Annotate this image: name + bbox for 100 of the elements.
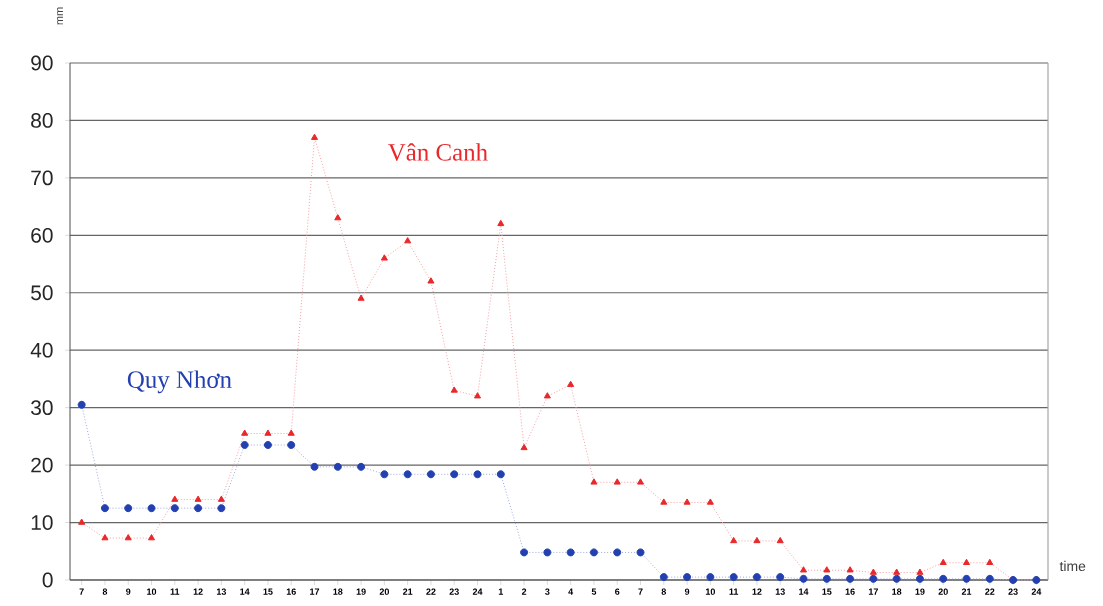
point: [776, 536, 784, 544]
point: [846, 574, 855, 583]
point: [986, 558, 994, 565]
x-tick-label: 3: [545, 588, 550, 595]
point: [380, 470, 389, 479]
point: [194, 504, 203, 513]
x-tick-label: 7: [79, 588, 84, 595]
point: [404, 237, 412, 244]
x-tick-label: 20: [938, 588, 948, 595]
y-axis-title: mm: [57, 7, 63, 25]
point: [706, 573, 715, 582]
x-tick-label: 21: [961, 588, 972, 595]
point: [450, 470, 459, 479]
point: [939, 558, 947, 565]
x-tick-label: 15: [263, 588, 273, 595]
point: [100, 504, 109, 513]
x-tick-label: 10: [147, 588, 157, 595]
point: [985, 574, 994, 583]
point: [543, 548, 552, 557]
point: [915, 574, 924, 583]
point: [334, 214, 342, 221]
x-tick-label: 14: [799, 588, 809, 595]
x-tick-label: 18: [892, 588, 902, 595]
x-tick-label: 12: [752, 588, 762, 595]
point: [892, 574, 901, 583]
x-tick-label: 11: [170, 588, 180, 595]
point: [590, 478, 598, 485]
y-tick-label: 40: [30, 342, 53, 358]
point: [589, 548, 598, 557]
point: [124, 504, 133, 513]
point: [497, 219, 505, 227]
point: [77, 400, 86, 409]
x-tick-label: 17: [310, 588, 320, 595]
point: [893, 568, 901, 575]
point: [729, 573, 738, 582]
x-tick-label: 7: [638, 588, 643, 595]
x-tick-label: 19: [915, 588, 925, 595]
point: [660, 498, 668, 505]
x-tick-label: 18: [333, 588, 343, 595]
y-tick-label: 70: [31, 170, 53, 186]
x-tick-label: 13: [216, 588, 227, 595]
point: [962, 558, 971, 565]
x-tick-label: 20: [379, 588, 389, 595]
point: [520, 548, 529, 557]
point: [776, 573, 785, 582]
point: [799, 574, 808, 583]
point: [730, 536, 738, 544]
point: [333, 462, 342, 471]
series-label: Quy Nhơn: [127, 370, 232, 394]
point: [147, 534, 156, 541]
point: [450, 386, 458, 393]
point: [241, 429, 249, 436]
point: [613, 548, 622, 557]
point: [287, 429, 295, 436]
x-tick-label: 24: [1031, 588, 1042, 595]
point: [310, 462, 319, 471]
x-tick-label: 23: [449, 588, 459, 595]
y-tick-label: 90: [31, 55, 53, 71]
x-tick-label: 6: [615, 588, 620, 595]
point: [567, 380, 575, 387]
x-tick-label: 5: [591, 588, 597, 595]
point: [659, 573, 668, 582]
point: [636, 478, 645, 485]
point: [240, 440, 249, 449]
point: [636, 548, 645, 557]
point: [916, 568, 924, 575]
x-tick-label: 19: [356, 588, 366, 595]
point: [357, 294, 365, 301]
point: [683, 498, 691, 505]
point: [171, 495, 179, 502]
x-tick-label: 4: [568, 588, 574, 595]
point: [403, 470, 412, 479]
y-tick-label: 0: [42, 572, 53, 588]
x-tick-label: 16: [845, 588, 855, 595]
x-tick-label: 2: [521, 588, 527, 595]
point: [869, 574, 878, 583]
point: [287, 440, 296, 449]
point: [543, 392, 551, 399]
point: [101, 534, 109, 541]
y-tick-label: 50: [31, 285, 53, 301]
x-tick-label: 23: [1008, 588, 1018, 595]
point: [217, 495, 225, 502]
point: [753, 536, 761, 544]
point: [846, 566, 854, 573]
point: [263, 440, 272, 449]
point: [962, 574, 971, 583]
point: [566, 548, 575, 557]
x-tick-label: 8: [661, 588, 667, 595]
point: [264, 429, 272, 436]
point: [78, 518, 86, 525]
point: [869, 568, 877, 575]
x-tick-label: 9: [684, 588, 690, 595]
x-tick-label: 14: [240, 588, 250, 595]
point: [939, 574, 948, 583]
point: [799, 566, 808, 573]
x-tick-label: 10: [705, 588, 715, 595]
point: [217, 504, 226, 513]
point: [613, 478, 621, 485]
x-tick-label: 11: [729, 588, 739, 595]
point: [194, 495, 202, 502]
